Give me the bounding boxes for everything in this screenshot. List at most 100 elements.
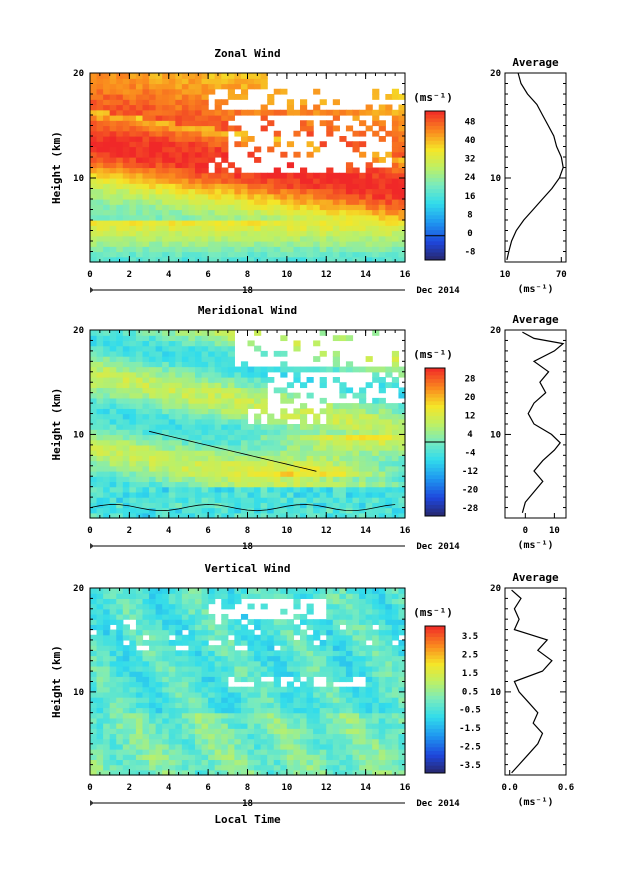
heatmap-cell bbox=[240, 749, 249, 755]
heatmap-cell bbox=[181, 183, 190, 190]
heatmap-cell bbox=[188, 455, 196, 462]
heatmap-cell bbox=[227, 387, 235, 394]
heatmap-cell bbox=[96, 655, 104, 662]
heatmap-cell bbox=[90, 603, 98, 610]
heatmap-cell bbox=[221, 392, 229, 399]
heatmap-cell bbox=[391, 749, 400, 755]
heatmap-cell bbox=[313, 109, 321, 116]
heatmap-cell bbox=[398, 94, 406, 100]
heatmap-cell bbox=[116, 125, 124, 132]
heatmap-cell bbox=[300, 403, 308, 409]
heatmap-cell bbox=[90, 340, 98, 347]
heatmap-cell bbox=[300, 99, 308, 106]
heatmap-cell bbox=[254, 225, 262, 232]
heatmap-cell bbox=[149, 424, 157, 430]
heatmap-cell bbox=[168, 465, 176, 472]
heatmap-cell bbox=[319, 476, 327, 483]
heatmap-cell bbox=[168, 151, 176, 158]
heatmap-cell bbox=[142, 465, 150, 472]
heatmap-cell bbox=[339, 172, 347, 179]
x-tick-label: 0 bbox=[87, 270, 92, 280]
heatmap-cell bbox=[129, 392, 137, 399]
heatmap-cell bbox=[142, 251, 150, 258]
heatmap-cell bbox=[273, 246, 281, 253]
heatmap-cell bbox=[103, 251, 111, 258]
heatmap-cell bbox=[234, 507, 242, 514]
heatmap-cell bbox=[195, 83, 203, 90]
heatmap-cell bbox=[162, 624, 170, 631]
heatmap-cell bbox=[214, 455, 222, 462]
heatmap-cell bbox=[168, 491, 176, 498]
heatmap-cell bbox=[201, 209, 209, 216]
heatmap-cell bbox=[135, 193, 144, 200]
heatmap-cell bbox=[96, 115, 104, 121]
heatmap-cell bbox=[267, 424, 275, 430]
heatmap-cell bbox=[300, 507, 308, 514]
heatmap-cell bbox=[109, 728, 117, 735]
colorbar-swatch bbox=[425, 140, 445, 146]
heatmap-cell bbox=[175, 408, 183, 415]
heatmap-cell bbox=[359, 691, 367, 698]
heatmap-cell bbox=[345, 230, 354, 237]
heatmap-cell bbox=[162, 366, 170, 373]
heatmap-cell bbox=[240, 507, 249, 514]
heatmap-cell bbox=[385, 613, 393, 620]
colorbar-swatch bbox=[425, 166, 445, 172]
heatmap-cell bbox=[90, 235, 98, 242]
heatmap-cell bbox=[391, 634, 400, 641]
heatmap-cell bbox=[372, 634, 380, 641]
heatmap-cell bbox=[280, 424, 288, 430]
heatmap-cell bbox=[135, 241, 144, 247]
heatmap-cell bbox=[149, 738, 157, 745]
heatmap-cell bbox=[391, 608, 400, 615]
heatmap-cell bbox=[313, 686, 321, 693]
heatmap-cell bbox=[103, 392, 111, 399]
heatmap-cell bbox=[234, 172, 242, 179]
heatmap-cell bbox=[109, 120, 117, 127]
heatmap-cell bbox=[306, 702, 314, 709]
heatmap-cell bbox=[352, 717, 360, 724]
heatmap-cell bbox=[149, 387, 157, 394]
heatmap-cell bbox=[398, 686, 406, 693]
heatmap-cell bbox=[181, 624, 190, 631]
heatmap-cell bbox=[155, 209, 163, 216]
heatmap-cell bbox=[96, 738, 104, 745]
heatmap-cell bbox=[240, 660, 249, 667]
heatmap-cell bbox=[96, 413, 104, 420]
heatmap-cell bbox=[313, 660, 321, 667]
heatmap-cell bbox=[116, 246, 124, 253]
heatmap-cell bbox=[142, 429, 150, 436]
heatmap-cell bbox=[175, 183, 183, 190]
heatmap-cell bbox=[116, 366, 124, 373]
heatmap-cell bbox=[391, 88, 400, 95]
heatmap-cell bbox=[345, 214, 354, 221]
x-tick-label: 0 bbox=[87, 783, 92, 793]
heatmap-cell bbox=[122, 764, 130, 771]
colorbar-swatch bbox=[425, 215, 445, 220]
heatmap-cell bbox=[181, 73, 190, 79]
colorbar-swatch bbox=[425, 464, 445, 469]
heatmap-cell bbox=[221, 476, 229, 483]
heatmap-cell bbox=[175, 686, 183, 693]
heatmap-cell bbox=[352, 712, 360, 719]
heatmap-cell bbox=[398, 639, 406, 646]
heatmap-cell bbox=[135, 350, 144, 357]
heatmap-cell bbox=[359, 444, 367, 451]
heatmap-cell bbox=[280, 712, 288, 719]
heatmap-cell bbox=[332, 676, 340, 683]
heatmap-cell bbox=[221, 193, 229, 200]
heatmap-cell bbox=[221, 502, 229, 509]
heatmap-cell bbox=[234, 225, 242, 232]
heatmap-cell bbox=[162, 83, 170, 90]
heatmap-cell bbox=[273, 209, 281, 216]
heatmap-cell bbox=[188, 115, 196, 121]
heatmap-cell bbox=[122, 697, 130, 703]
heatmap-cell bbox=[181, 371, 190, 378]
heatmap-cell bbox=[122, 481, 130, 488]
heatmap-cell bbox=[195, 418, 203, 425]
heatmap-cell bbox=[319, 512, 327, 519]
heatmap-cell bbox=[240, 230, 249, 237]
heatmap-cell bbox=[359, 183, 367, 190]
heatmap-cell bbox=[385, 413, 393, 420]
heatmap-cell bbox=[188, 130, 196, 137]
